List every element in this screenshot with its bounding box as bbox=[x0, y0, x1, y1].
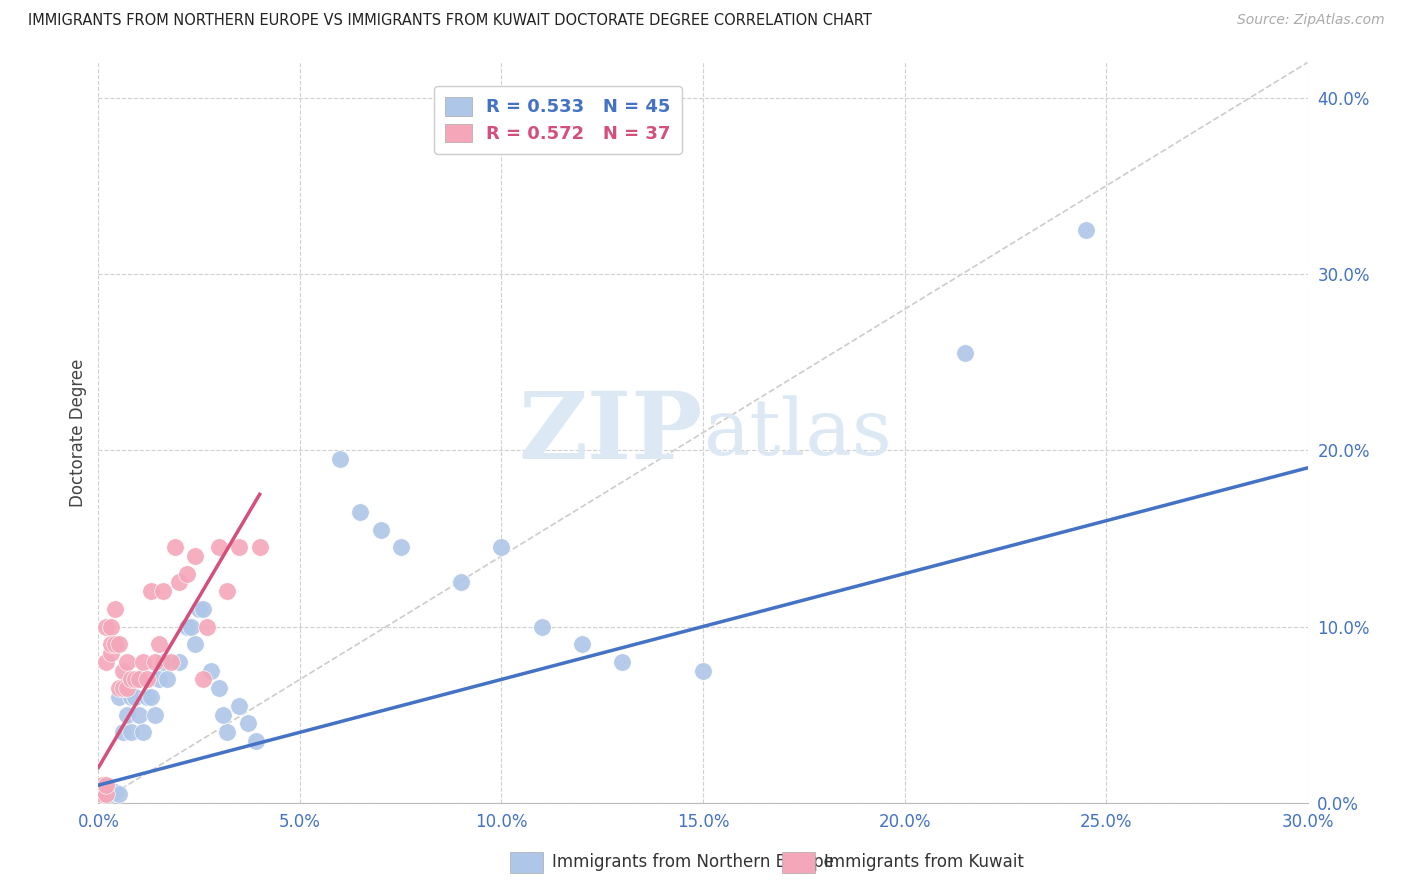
Point bbox=[370, 523, 392, 537]
Point bbox=[107, 681, 129, 696]
Point bbox=[103, 637, 125, 651]
Point bbox=[100, 637, 122, 651]
Point bbox=[530, 619, 553, 633]
Point bbox=[100, 787, 122, 801]
Point bbox=[184, 549, 207, 563]
Point bbox=[208, 681, 231, 696]
Point bbox=[132, 655, 155, 669]
Point bbox=[491, 540, 513, 554]
Point bbox=[148, 673, 170, 687]
Point bbox=[160, 655, 183, 669]
Point bbox=[193, 602, 215, 616]
Point bbox=[115, 707, 138, 722]
Point bbox=[120, 725, 142, 739]
Point bbox=[195, 619, 218, 633]
Point bbox=[139, 690, 162, 704]
Point bbox=[228, 540, 250, 554]
Point bbox=[103, 602, 125, 616]
Point bbox=[176, 619, 198, 633]
Point bbox=[124, 673, 146, 687]
Point bbox=[111, 725, 134, 739]
Text: Immigrants from Kuwait: Immigrants from Kuwait bbox=[824, 853, 1024, 871]
Point bbox=[176, 566, 198, 581]
Point bbox=[152, 655, 174, 669]
Text: IMMIGRANTS FROM NORTHERN EUROPE VS IMMIGRANTS FROM KUWAIT DOCTORATE DEGREE CORRE: IMMIGRANTS FROM NORTHERN EUROPE VS IMMIG… bbox=[28, 13, 872, 29]
Point bbox=[96, 787, 118, 801]
Point bbox=[91, 778, 114, 792]
Point bbox=[245, 734, 267, 748]
Point bbox=[571, 637, 593, 651]
Point bbox=[115, 655, 138, 669]
Point bbox=[128, 707, 150, 722]
Point bbox=[953, 346, 976, 360]
Point bbox=[152, 584, 174, 599]
Point bbox=[156, 673, 179, 687]
Text: ZIP: ZIP bbox=[519, 388, 703, 477]
Point bbox=[180, 619, 202, 633]
Point bbox=[612, 655, 634, 669]
Point bbox=[107, 787, 129, 801]
Point bbox=[143, 707, 166, 722]
Point bbox=[96, 619, 118, 633]
Point bbox=[96, 655, 118, 669]
Point bbox=[217, 584, 239, 599]
Point bbox=[236, 716, 259, 731]
Point bbox=[167, 655, 190, 669]
Point bbox=[139, 584, 162, 599]
Point bbox=[184, 637, 207, 651]
Point bbox=[91, 787, 114, 801]
Point bbox=[135, 673, 157, 687]
Point bbox=[188, 602, 211, 616]
Point bbox=[208, 540, 231, 554]
Point bbox=[228, 698, 250, 713]
Point bbox=[692, 664, 714, 678]
Point bbox=[111, 681, 134, 696]
Point bbox=[135, 690, 157, 704]
Point bbox=[167, 575, 190, 590]
Point bbox=[249, 540, 271, 554]
Text: Source: ZipAtlas.com: Source: ZipAtlas.com bbox=[1237, 13, 1385, 28]
FancyBboxPatch shape bbox=[509, 853, 543, 873]
Point bbox=[96, 778, 118, 792]
Point bbox=[128, 673, 150, 687]
Point bbox=[148, 637, 170, 651]
Point bbox=[96, 778, 118, 792]
Point bbox=[132, 725, 155, 739]
Point bbox=[163, 540, 186, 554]
Point bbox=[103, 785, 125, 799]
Point bbox=[329, 452, 352, 467]
Point bbox=[91, 787, 114, 801]
Text: Immigrants from Northern Europe: Immigrants from Northern Europe bbox=[551, 853, 834, 871]
Point bbox=[349, 505, 371, 519]
Text: atlas: atlas bbox=[703, 395, 891, 470]
Point bbox=[111, 664, 134, 678]
Point bbox=[200, 664, 222, 678]
Point bbox=[120, 673, 142, 687]
Point bbox=[450, 575, 472, 590]
Point bbox=[100, 646, 122, 660]
Point bbox=[100, 619, 122, 633]
Point bbox=[107, 690, 129, 704]
FancyBboxPatch shape bbox=[782, 853, 815, 873]
Point bbox=[115, 681, 138, 696]
Point bbox=[120, 690, 142, 704]
Point bbox=[128, 673, 150, 687]
Legend: R = 0.533   N = 45, R = 0.572   N = 37: R = 0.533 N = 45, R = 0.572 N = 37 bbox=[434, 87, 682, 153]
Y-axis label: Doctorate Degree: Doctorate Degree bbox=[69, 359, 87, 507]
Point bbox=[143, 655, 166, 669]
Point bbox=[217, 725, 239, 739]
Point bbox=[1074, 223, 1097, 237]
Point bbox=[212, 707, 235, 722]
Point bbox=[193, 673, 215, 687]
Point bbox=[389, 540, 412, 554]
Point bbox=[107, 637, 129, 651]
Point bbox=[124, 690, 146, 704]
